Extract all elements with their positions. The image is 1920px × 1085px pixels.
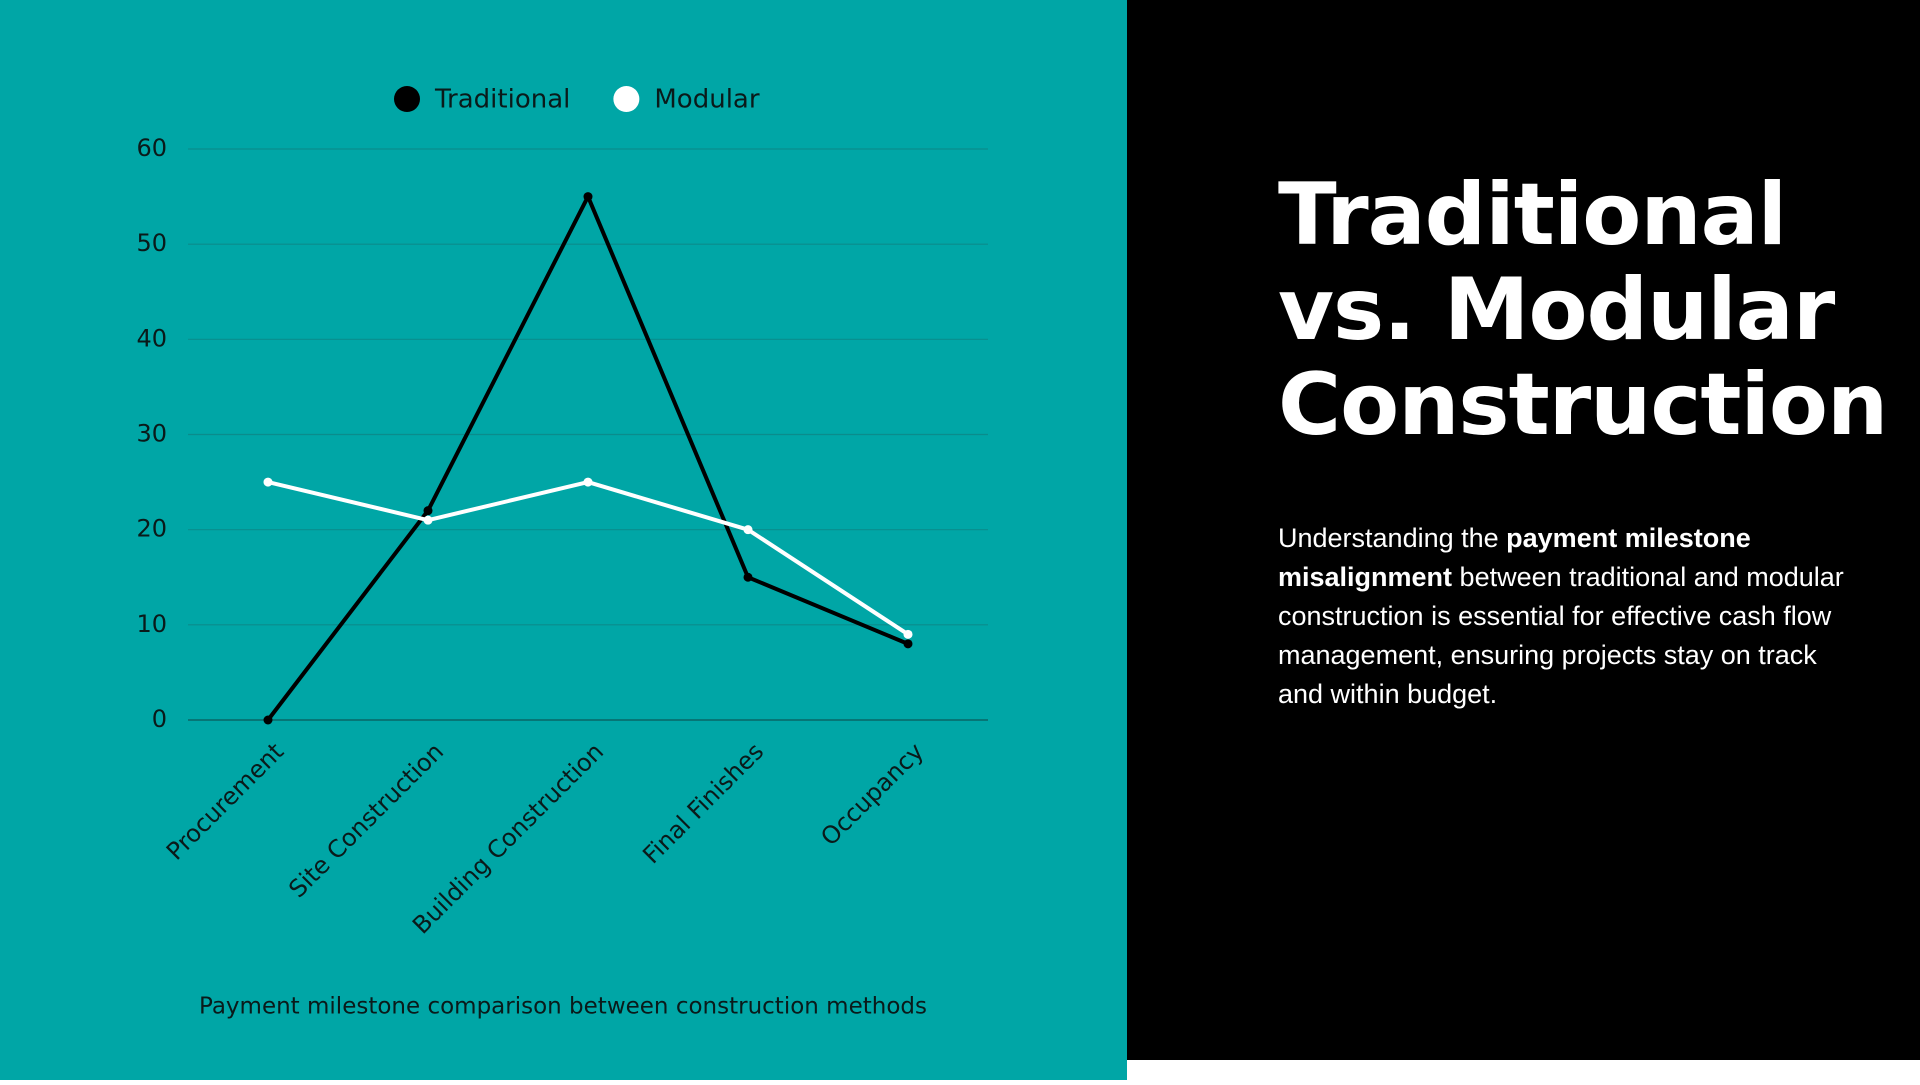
data-point xyxy=(423,506,433,516)
chart-caption: Payment milestone comparison between con… xyxy=(199,994,927,1020)
text-panel: Traditional vs. Modular Construction Under… xyxy=(1127,0,1920,1060)
chart: Payment milestone comparison between con… xyxy=(136,85,988,1020)
legend-label: Traditional xyxy=(434,85,570,115)
y-tick-label: 20 xyxy=(136,515,167,543)
data-point xyxy=(583,192,593,202)
y-tick-label: 30 xyxy=(136,420,167,448)
legend-marker xyxy=(613,86,640,112)
y-tick-label: 40 xyxy=(136,324,167,352)
data-point xyxy=(903,629,913,639)
y-tick-label: 50 xyxy=(136,229,167,257)
data-point xyxy=(743,572,753,582)
series-line xyxy=(266,194,909,722)
x-tick-label: Final Finishes xyxy=(637,737,769,869)
y-tick-label: 60 xyxy=(136,134,167,162)
data-point xyxy=(263,715,273,725)
panel-paragraph: Understanding the payment milestone misa… xyxy=(1278,519,1858,714)
data-point xyxy=(583,477,593,487)
series-line xyxy=(267,480,910,637)
chart-panel: Payment milestone comparison between con… xyxy=(0,0,1127,1080)
data-point xyxy=(903,639,913,649)
data-point xyxy=(263,477,273,487)
paragraph-text: Understanding the xyxy=(1278,523,1507,553)
paragraph-bold: payment milestone misalignment xyxy=(1278,523,1751,592)
title-line: Traditional xyxy=(1278,165,1787,265)
title-line: vs. Modular xyxy=(1278,260,1835,360)
panel-title: Traditional vs. Modular Construction xyxy=(1278,165,1888,455)
data-point xyxy=(743,525,753,535)
legend-label: Modular xyxy=(654,85,759,115)
y-tick-label: 10 xyxy=(136,610,167,638)
title-line: Construction xyxy=(1278,355,1888,455)
legend-marker xyxy=(394,86,420,112)
x-tick-label: Site Construction xyxy=(283,737,449,903)
x-tick-label: Occupancy xyxy=(815,737,929,851)
data-point xyxy=(423,515,433,525)
paragraph-text: between traditional and modular construc… xyxy=(1278,562,1844,709)
y-tick-label: 0 xyxy=(152,705,167,733)
x-tick-label: Procurement xyxy=(161,737,289,865)
